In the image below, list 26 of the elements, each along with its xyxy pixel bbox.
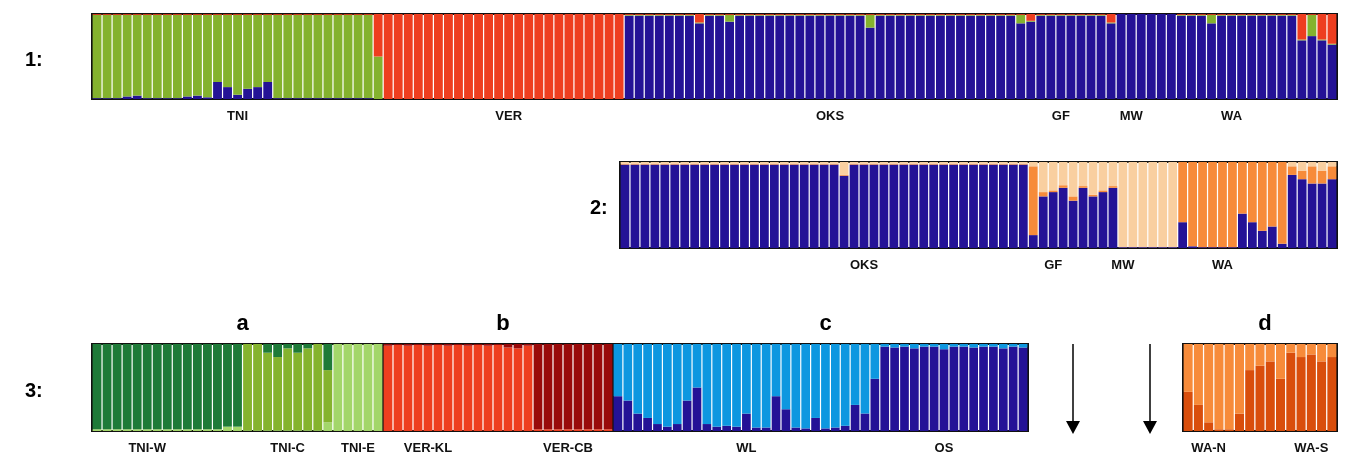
x-tick-label: VER: [495, 108, 523, 123]
x-tick-label: OS: [934, 440, 954, 455]
x-tick-label: GF: [1044, 257, 1063, 272]
x-tick-label: WL: [736, 440, 757, 455]
text: 3:: [25, 378, 43, 401]
x-tick-label: MW: [1111, 257, 1136, 272]
x-tick-label: TNI-W: [128, 440, 167, 455]
x-tick-label: TNI-C: [270, 440, 306, 455]
x-tick-label: WA-N: [1191, 440, 1226, 455]
x-tick-label: WA: [1212, 257, 1234, 272]
x-tick-label: TNI: [227, 108, 249, 123]
text: 2:: [590, 196, 608, 218]
x-tick-label: WA: [1221, 108, 1243, 123]
text: 1:: [25, 47, 43, 70]
x-tick-label: WA-S: [1294, 440, 1329, 455]
x-tick-label: VER-CB: [543, 440, 593, 455]
x-tick-label: OKS: [815, 108, 845, 123]
chart-subtitle: c: [819, 309, 832, 335]
x-tick-label: MW: [1119, 108, 1144, 123]
x-tick-label: GF: [1051, 108, 1070, 123]
chart-subtitle: d: [1258, 309, 1272, 335]
chart-subtitle: a: [236, 309, 250, 335]
x-tick-label: OKS: [849, 257, 879, 272]
chart-subtitle: b: [496, 309, 510, 335]
x-tick-label: TNI-E: [340, 440, 376, 455]
x-tick-label: VER-KL: [403, 440, 453, 455]
